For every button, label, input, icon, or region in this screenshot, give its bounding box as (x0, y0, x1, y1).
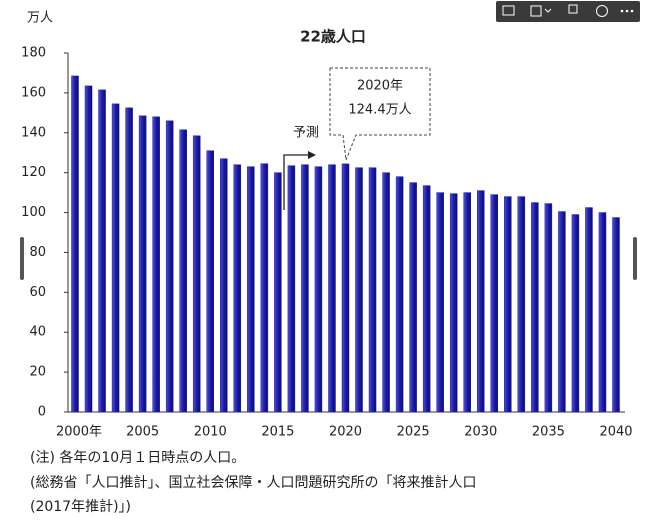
y-tick-label: 160 (21, 85, 46, 100)
bar (490, 194, 499, 413)
bar (152, 116, 160, 413)
bar (84, 85, 93, 413)
bar (449, 193, 458, 413)
more-button[interactable] (620, 9, 634, 13)
note: (注) 各年の10月１日時点の人口。 (30, 450, 245, 466)
bar (165, 120, 174, 413)
bar (368, 167, 377, 413)
bar (517, 196, 526, 413)
bar (341, 163, 350, 413)
chart-title: 22歳人口 (300, 28, 366, 46)
callout-year: 2020年 (357, 79, 403, 94)
bar (274, 172, 282, 413)
y-tick-label: 0 (38, 405, 46, 420)
bar (382, 172, 390, 413)
callout-box (329, 67, 431, 161)
bar (422, 185, 431, 413)
x-tick-label: 2025 (397, 425, 430, 440)
bar (301, 164, 309, 413)
translate-button[interactable] (530, 5, 542, 17)
dropdown-icon (544, 8, 552, 13)
bar (328, 164, 336, 413)
bar (409, 182, 417, 413)
bar (125, 107, 133, 413)
bar (477, 190, 485, 413)
bar (138, 115, 147, 413)
x-tick-label: 2005 (126, 425, 159, 440)
bar (260, 163, 269, 413)
bar (436, 192, 444, 413)
copy-button[interactable] (568, 4, 578, 14)
left-handle[interactable] (20, 237, 24, 280)
y-tick-label: 120 (21, 165, 46, 180)
comment-button[interactable] (502, 5, 515, 16)
bar (355, 167, 363, 413)
y-unit: 万人 (27, 11, 53, 26)
note: (総務省「人口推計」、国立社会保障・人口問題研究所の「将来推計人口 (30, 475, 476, 491)
bar (206, 150, 214, 413)
toolbar (496, 1, 640, 22)
bar (395, 176, 404, 413)
x-tick-label: 2015 (261, 425, 294, 440)
bar (463, 192, 471, 413)
x-tick-label: 2010 (194, 425, 227, 440)
forecast-label: 予測 (293, 126, 319, 141)
bar (220, 158, 228, 413)
note: (2017年推計)」) (30, 499, 131, 515)
x-tick-label: 2020 (329, 425, 362, 440)
x-tick-label: 2040 (599, 425, 632, 440)
y-tick-label: 180 (21, 46, 46, 61)
callout-value: 124.4万人 (348, 103, 411, 118)
forecast-arrow (283, 154, 310, 210)
bar (287, 165, 296, 413)
y-tick-label: 60 (29, 285, 46, 300)
bar (598, 212, 607, 413)
bar (98, 89, 106, 413)
bar (247, 166, 255, 413)
arrow-head (308, 151, 316, 159)
bar (504, 196, 512, 413)
bar (612, 217, 620, 413)
y-tick-label: 80 (29, 245, 46, 260)
y-tick-label: 100 (21, 205, 46, 220)
bar (179, 129, 187, 413)
x-tick-label: 2030 (464, 425, 497, 440)
bar (314, 166, 323, 413)
bar (233, 164, 242, 413)
bar (558, 211, 566, 413)
x-tick-label: 2035 (532, 425, 565, 440)
bar (111, 103, 120, 413)
y-tick-label: 40 (29, 325, 46, 340)
bar (71, 75, 79, 413)
bar (571, 214, 580, 413)
bar (544, 203, 553, 413)
download-button[interactable] (596, 5, 608, 17)
right-handle[interactable] (633, 237, 637, 280)
y-tick-label: 20 (29, 365, 46, 380)
bar (531, 202, 539, 413)
x-tick-label: 2000年 (56, 425, 102, 440)
bar (192, 135, 201, 413)
bar (585, 207, 593, 413)
y-tick-label: 140 (21, 125, 46, 140)
toolbar-bg (496, 1, 640, 22)
